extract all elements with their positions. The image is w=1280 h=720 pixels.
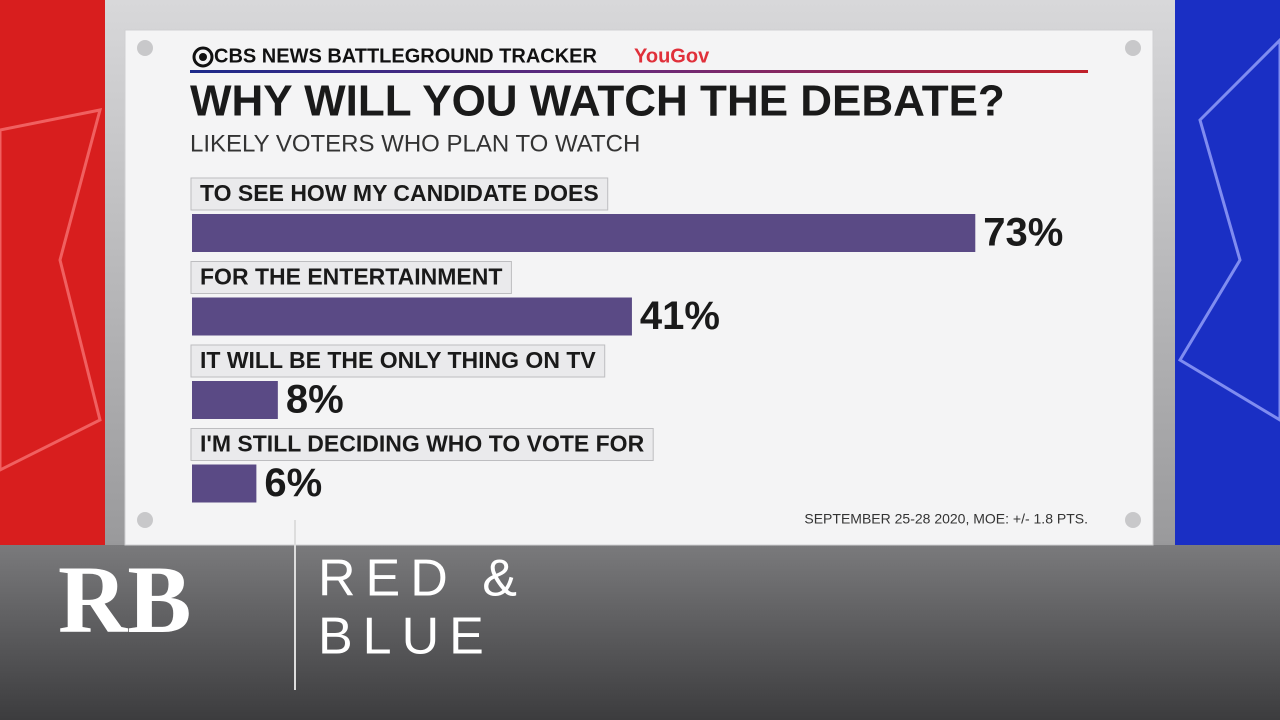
label-box — [190, 261, 512, 294]
bolt — [137, 512, 153, 528]
cbs-eye — [192, 46, 214, 68]
footnote: SEPTEMBER 25-28 2020, MOE: +/- 1.8 PTS. — [804, 511, 1088, 527]
source: CBS NEWS BATTLEGROUND TRACKER — [214, 45, 598, 67]
chart-subtitle: LIKELY VOTERS WHO PLAN TO WATCH — [190, 130, 640, 157]
floor — [0, 545, 1280, 720]
logo: RB — [58, 546, 191, 653]
brand-line: RED & — [318, 550, 527, 608]
category-label: IT WILL BE THE ONLY THING ON TV — [200, 347, 596, 373]
value-label: 41% — [640, 294, 720, 338]
bolt — [1125, 512, 1141, 528]
label-box — [190, 428, 654, 461]
partner: YouGov — [634, 45, 710, 67]
bar — [192, 297, 632, 336]
bar — [192, 464, 257, 503]
bolt — [1125, 40, 1141, 56]
blue-wall — [1175, 0, 1280, 645]
label-box — [190, 177, 609, 211]
value-label: 73% — [983, 211, 1063, 255]
value-label: 8% — [286, 378, 344, 422]
brand-line: BLUE — [318, 608, 494, 666]
header-rule — [190, 70, 1088, 73]
category-label: I'M STILL DECIDING WHO TO VOTE FOR — [200, 431, 645, 457]
value-label: 6% — [264, 461, 322, 505]
bar — [192, 214, 976, 252]
star-outline — [0, 108, 103, 472]
star-outline — [1177, 37, 1280, 422]
category-label: TO SEE HOW MY CANDIDATE DOES — [200, 180, 599, 206]
category-label: FOR THE ENTERTAINMENT — [200, 264, 502, 290]
label-box — [190, 344, 606, 378]
bolt — [137, 40, 153, 56]
chart-title: WHY WILL YOU WATCH THE DEBATE? — [190, 77, 1005, 126]
cbs-eye — [199, 53, 207, 61]
bar — [192, 381, 278, 419]
